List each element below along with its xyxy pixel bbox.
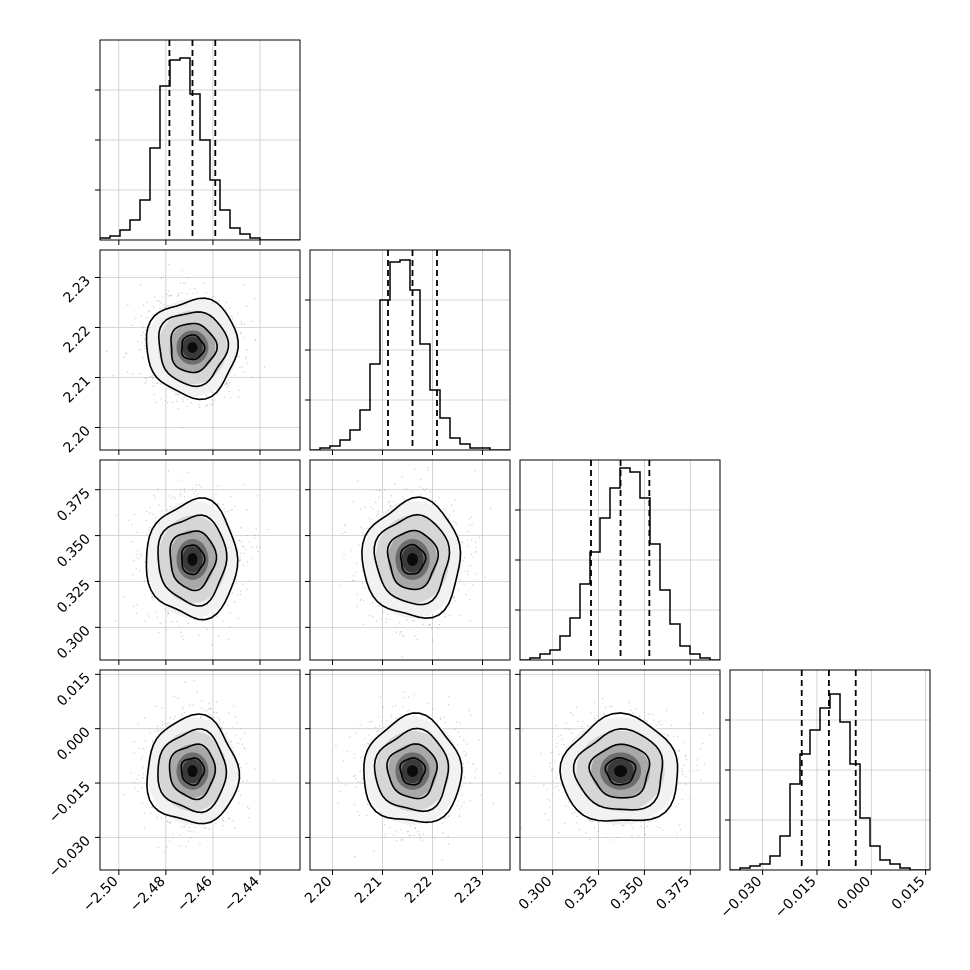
panel-frame <box>99 39 301 241</box>
contour-line-1 <box>170 322 219 374</box>
x-tick-label: −2.46 <box>174 873 216 915</box>
y-tick-label: 2.21 <box>60 373 93 406</box>
x-tick-label: 0.300 <box>516 874 556 914</box>
panel-3-1: 2.20 2.21 2.22 2.23 <box>302 669 511 907</box>
contour-line-2 <box>373 727 450 813</box>
y-tick-label: 2.23 <box>60 273 93 306</box>
contour-line-2 <box>157 311 230 388</box>
x-tick-label: 2.23 <box>452 874 485 907</box>
panel-frame <box>519 459 721 661</box>
panel-3-3: −0.030 −0.015 0.000 0.015 <box>717 669 931 922</box>
contour-line-3 <box>145 497 239 621</box>
contour-line-3 <box>145 297 240 401</box>
contour-line-0 <box>180 334 206 361</box>
histogram-bars-1 <box>310 259 510 450</box>
contour-line-2 <box>373 513 451 606</box>
panel-frame <box>309 459 511 661</box>
contour-line-0 <box>180 757 206 787</box>
x-tick-label: 0.325 <box>562 874 602 914</box>
density-shade-5 <box>614 765 628 777</box>
contour-line-3 <box>361 496 462 620</box>
panel-3-2: 0.300 0.325 0.350 0.375 <box>515 669 721 914</box>
contour-line-1 <box>386 529 440 591</box>
contour-line-3 <box>559 712 679 822</box>
y-tick-label: −0.015 <box>46 779 94 827</box>
x-tick-label: 2.20 <box>302 874 335 907</box>
contour-line-0 <box>604 756 637 786</box>
panel-1-0: 2.20 2.21 2.22 2.23 <box>60 249 301 456</box>
contour-line-2 <box>157 728 228 814</box>
panel-frame <box>99 669 301 871</box>
panel-0-0 <box>95 39 301 245</box>
y-tick-label: 0.375 <box>54 485 94 525</box>
panel-2-2 <box>515 459 721 665</box>
y-tick-label: 0.350 <box>54 531 94 571</box>
y-tick-label: 0.325 <box>54 577 94 617</box>
panel-2-1 <box>305 459 511 665</box>
contour-line-1 <box>386 743 439 800</box>
y-tick-label: 0.015 <box>54 670 94 710</box>
panel-frame <box>519 669 721 871</box>
density-shade-5 <box>407 552 418 566</box>
panel-2-0: 0.300 0.325 0.350 0.375 <box>54 459 301 665</box>
x-tick-label: 0.015 <box>889 874 929 914</box>
x-tick-label: 0.000 <box>834 874 874 914</box>
panel-frame <box>309 669 511 871</box>
x-tick-label: −2.44 <box>221 873 263 915</box>
contour-line-1 <box>588 743 651 799</box>
x-tick-label: −0.030 <box>717 874 765 922</box>
contour-line-2 <box>572 727 664 811</box>
density-shade-5 <box>407 765 418 777</box>
contour-line-0 <box>180 544 206 576</box>
x-tick-label: −0.015 <box>772 874 820 922</box>
contour-line-1 <box>169 530 218 592</box>
x-tick-label: −2.50 <box>80 874 122 916</box>
contour-line-2 <box>157 514 228 607</box>
panel-frame <box>729 669 931 871</box>
density-shade-5 <box>187 342 198 353</box>
x-tick-label: 2.22 <box>402 874 435 907</box>
panel-3-0: −2.50 −2.48 −2.46 −2.44 −0.030 −0.015 0.000 0.0… <box>46 669 301 916</box>
x-tick-label: 2.21 <box>352 874 385 907</box>
contour-line-1 <box>168 743 217 801</box>
x-tick-label: 0.375 <box>653 874 693 914</box>
y-tick-label: 0.000 <box>54 724 94 764</box>
density-shade-5 <box>187 552 198 566</box>
y-tick-label: −0.030 <box>46 833 94 881</box>
y-tick-label: 2.20 <box>60 423 93 456</box>
contour-line-0 <box>399 757 427 786</box>
x-tick-label: −2.48 <box>127 874 169 916</box>
density-shade-5 <box>187 765 198 777</box>
panel-frame <box>99 249 301 451</box>
y-tick-label: 0.300 <box>54 623 94 663</box>
histogram-bars-3 <box>730 693 930 870</box>
panel-1-1 <box>305 249 511 455</box>
contour-line-0 <box>399 543 427 575</box>
x-tick-label: 0.350 <box>608 874 648 914</box>
panel-frame <box>309 249 511 451</box>
histogram-bars-2 <box>520 467 720 660</box>
contour-line-3 <box>146 713 241 825</box>
panel-frame <box>99 459 301 661</box>
y-tick-label: 2.22 <box>60 323 93 356</box>
contour-line-3 <box>363 712 463 824</box>
histogram-bars-0 <box>100 57 300 240</box>
